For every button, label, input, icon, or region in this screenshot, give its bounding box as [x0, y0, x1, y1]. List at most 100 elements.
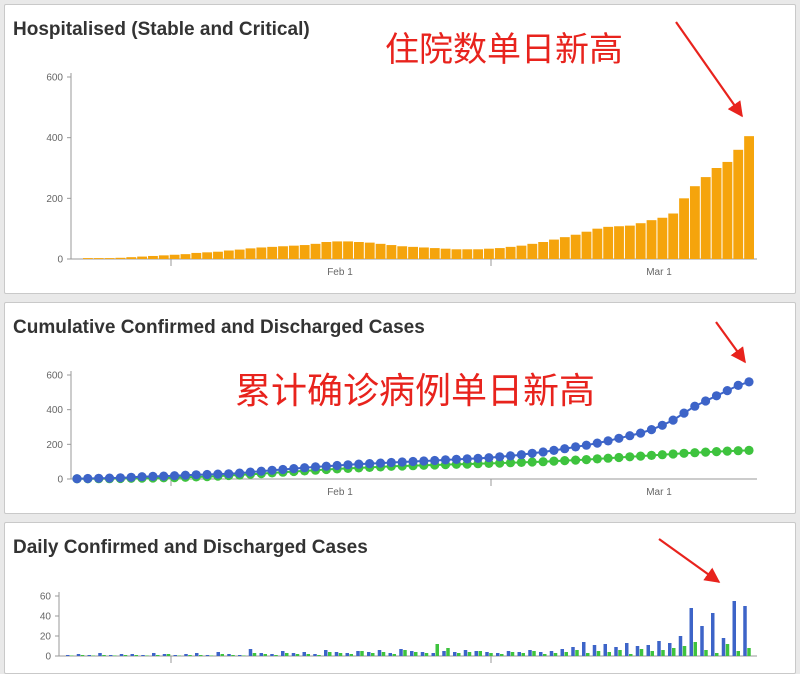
confirmed-point — [115, 473, 125, 483]
hospitalised-bar — [126, 257, 137, 259]
daily-ytick-label: 20 — [40, 632, 52, 643]
confirmed-point — [354, 459, 364, 469]
daily-confirmed-bar — [184, 654, 188, 656]
confirmed-point — [701, 396, 711, 406]
daily-confirmed-bar — [227, 654, 231, 656]
hospitalised-bar — [408, 246, 418, 259]
daily-confirmed-bar — [485, 652, 489, 656]
daily-confirmed-bar — [700, 626, 704, 656]
discharged-point — [603, 453, 613, 463]
hospitalised-bar — [744, 136, 754, 259]
confirmed-point — [386, 457, 396, 468]
daily-confirmed-bar — [130, 654, 134, 656]
hospitalised-bar — [93, 258, 104, 259]
discharged-point — [538, 457, 548, 467]
confirmed-point — [668, 415, 678, 425]
hospitalised-bar — [462, 249, 473, 259]
confirmed-point — [191, 470, 201, 480]
daily-confirmed-bar — [152, 653, 156, 656]
daily-confirmed-bar — [399, 649, 403, 656]
daily-discharged-bar — [209, 655, 214, 656]
daily-confirmed-bar — [657, 641, 661, 656]
daily-confirmed-bar — [442, 651, 446, 656]
daily-discharged-bar — [661, 650, 665, 656]
daily-discharged-bar — [156, 655, 160, 656]
hospitalised-bar — [711, 168, 722, 259]
daily-confirmed-bar — [592, 645, 597, 656]
discharged-point — [505, 458, 516, 468]
daily-discharged-bar — [263, 654, 267, 656]
daily-confirmed-bar — [87, 655, 91, 656]
daily-confirmed-bar — [625, 643, 629, 656]
confirmed-point — [505, 451, 516, 461]
daily-discharged-bar — [704, 650, 708, 656]
cumulative-panel: Cumulative Confirmed and Discharged Case… — [4, 302, 796, 514]
discharged-point — [733, 446, 743, 456]
hospitalised-bar — [386, 245, 397, 259]
hospitalised-bar — [353, 242, 364, 259]
hospitalised-bar — [364, 242, 375, 259]
daily-discharged-bar — [424, 653, 429, 656]
daily-confirmed-bar — [614, 647, 618, 656]
daily-confirmed-bar — [313, 654, 317, 656]
hospitalised-bar — [234, 249, 245, 259]
hospitalised-chart: 0 200 400 600 Feb 1 Mar 1 — [46, 73, 757, 278]
confirmed-point — [159, 471, 169, 481]
discharged-point — [701, 447, 711, 457]
hospitalised-bar — [223, 250, 234, 259]
daily-confirmed-bar — [173, 655, 177, 656]
discharged-point — [516, 457, 526, 467]
discharged-point — [690, 448, 700, 458]
hospitalised-bar — [375, 243, 386, 259]
daily-confirmed-bar — [635, 646, 640, 656]
daily-ytick-label: 0 — [45, 652, 51, 663]
confirmed-point — [690, 401, 700, 411]
daily-confirmed-bar — [216, 652, 220, 656]
daily-discharged-bar — [231, 655, 235, 656]
hospitalised-bar — [657, 217, 668, 259]
confirmed-point — [733, 380, 743, 390]
daily-discharged-bar — [188, 655, 192, 656]
confirmed-point — [744, 377, 754, 387]
daily-confirmed-bar — [431, 653, 435, 656]
daily-discharged-bar — [639, 649, 644, 656]
confirmed-point — [495, 452, 505, 462]
discharged-point — [668, 449, 678, 459]
daily-discharged-bar — [564, 652, 568, 656]
daily-confirmed-bar — [453, 652, 457, 656]
daily-confirmed-bar — [388, 653, 392, 656]
cum-ytick-label: 400 — [46, 405, 63, 416]
discharged-point — [560, 456, 570, 466]
confirmed-point — [375, 458, 386, 468]
daily-discharged-bar — [242, 655, 246, 656]
daily-confirmed-bar — [743, 606, 747, 656]
daily-discharged-bar — [360, 651, 364, 656]
daily-discharged-bar — [575, 650, 579, 656]
hospitalised-bar — [429, 248, 440, 259]
hospitalised-bar — [451, 249, 462, 259]
daily-confirmed-bar — [560, 649, 564, 656]
confirmed-point — [462, 454, 472, 464]
daily-confirmed-bar — [162, 654, 167, 656]
daily-discharged-bar — [736, 651, 740, 656]
daily-discharged-bar — [607, 652, 611, 656]
confirmed-point — [300, 463, 310, 473]
cum-xtick-label: Mar 1 — [646, 487, 672, 498]
cum-ytick-label: 200 — [46, 440, 63, 451]
hospitalised-bar — [104, 258, 115, 259]
hospitalised-bar — [332, 241, 343, 259]
confirmed-point — [722, 386, 732, 396]
hospitalised-bar — [679, 198, 689, 259]
daily-discharged-bar — [446, 648, 450, 656]
hospitalised-bar — [559, 237, 570, 259]
daily-discharged-bar — [414, 652, 418, 656]
discharged-point — [527, 457, 537, 467]
hospitalised-bar — [689, 186, 700, 259]
discharged-point — [636, 451, 646, 461]
discharged-point — [657, 450, 667, 460]
daily-confirmed-bar — [367, 652, 371, 656]
discharged-point — [679, 448, 689, 458]
hospitalised-bar — [158, 255, 169, 259]
discharged-point — [495, 458, 505, 468]
discharged-point — [571, 455, 581, 465]
